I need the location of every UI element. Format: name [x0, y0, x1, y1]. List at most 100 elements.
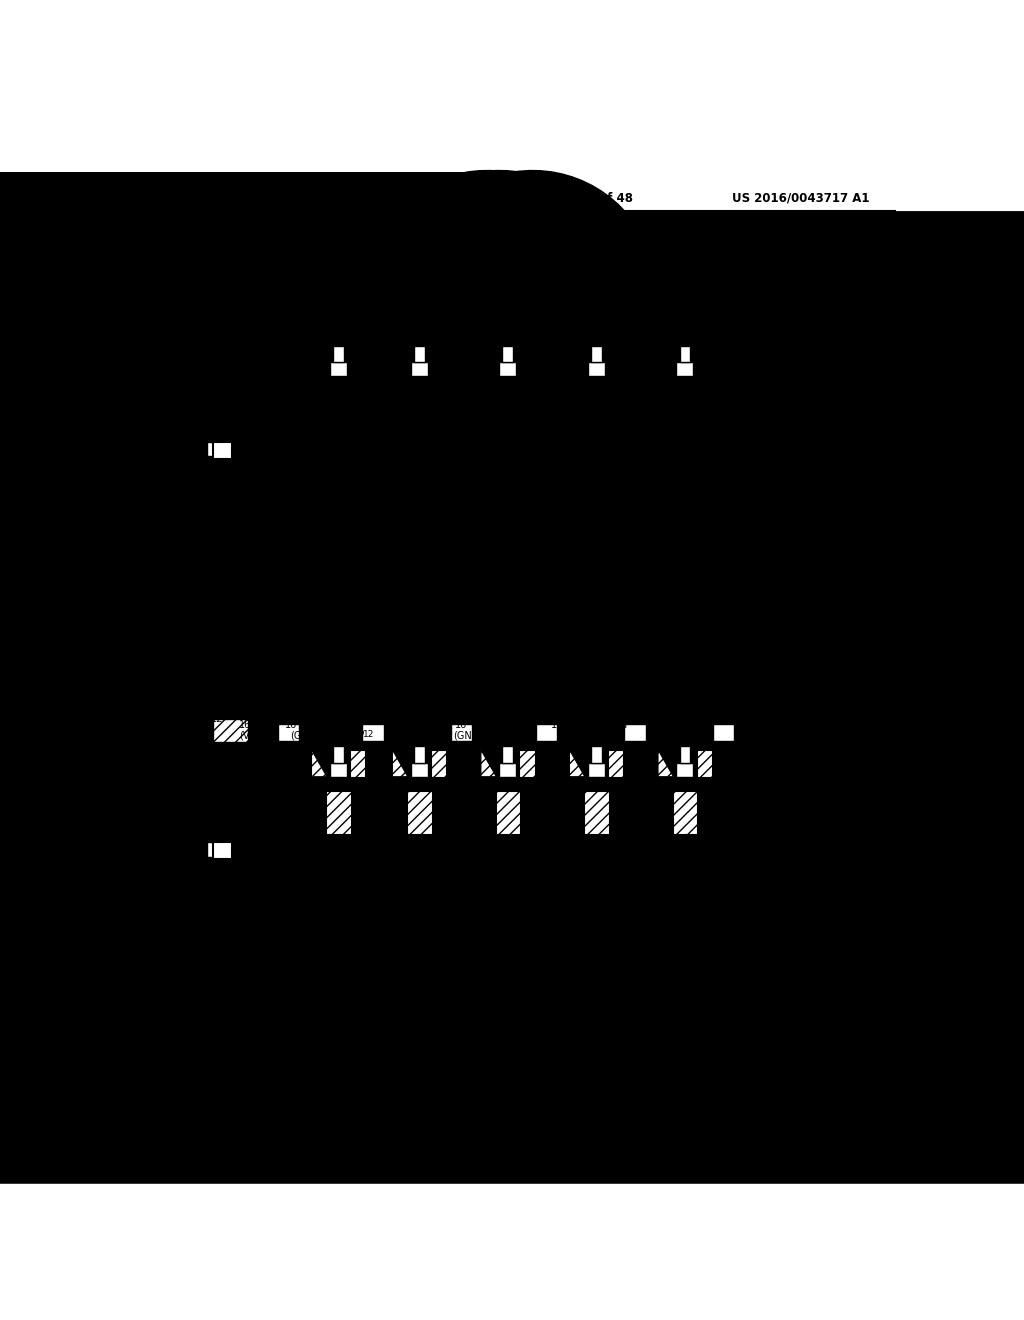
- Text: 12: 12: [338, 710, 350, 721]
- Text: 12: 12: [476, 310, 488, 319]
- Text: 15: 15: [485, 721, 498, 730]
- Text: 12: 12: [293, 710, 305, 721]
- Text: 16: 16: [488, 330, 500, 338]
- Polygon shape: [696, 750, 712, 776]
- Text: (3e): (3e): [498, 916, 518, 925]
- Polygon shape: [431, 750, 446, 776]
- Text: 1a: 1a: [615, 319, 628, 330]
- Text: (Vbp): (Vbp): [240, 330, 266, 341]
- Text: (Vdd): (Vdd): [292, 330, 318, 341]
- Polygon shape: [608, 350, 624, 376]
- Bar: [496, 791, 520, 834]
- Text: 9: 9: [593, 504, 600, 513]
- Text: ARN2: ARN2: [509, 685, 540, 694]
- Text: US 2016/0043717 A1: US 2016/0043717 A1: [732, 191, 869, 205]
- Bar: [414, 346, 425, 363]
- Text: 12: 12: [495, 710, 507, 721]
- Text: 11: 11: [526, 482, 539, 490]
- Bar: [207, 346, 217, 453]
- Text: 16: 16: [240, 721, 252, 730]
- Text: (3e): (3e): [674, 916, 694, 925]
- Text: 2d: 2d: [472, 470, 484, 480]
- Bar: [333, 346, 344, 363]
- Text: QP5: QP5: [522, 492, 543, 502]
- Text: 14: 14: [230, 710, 242, 721]
- Bar: [414, 746, 425, 763]
- Text: 12: 12: [211, 314, 224, 323]
- Text: 16: 16: [286, 319, 298, 330]
- Text: 14: 14: [276, 710, 289, 721]
- Text: 1a: 1a: [615, 721, 628, 730]
- Text: QP5: QP5: [356, 492, 378, 502]
- Text: 1: 1: [304, 870, 310, 880]
- Text: 15: 15: [484, 333, 497, 343]
- Text: 12: 12: [560, 710, 572, 721]
- Text: 2e: 2e: [472, 870, 484, 880]
- Bar: [326, 391, 351, 434]
- Text: 3d: 3d: [567, 470, 580, 480]
- Polygon shape: [569, 350, 585, 376]
- Text: 7: 7: [338, 470, 345, 480]
- Bar: [451, 323, 472, 341]
- Bar: [500, 763, 516, 776]
- Text: 3d: 3d: [513, 470, 525, 480]
- Text: 12: 12: [508, 330, 519, 338]
- Text: 15: 15: [590, 319, 602, 330]
- Text: 12: 12: [541, 710, 553, 721]
- Text: (GND): (GND): [290, 731, 321, 741]
- Text: 11: 11: [538, 480, 550, 491]
- Text: 12: 12: [508, 730, 519, 739]
- Text: 16: 16: [343, 330, 355, 338]
- Bar: [213, 842, 232, 859]
- Polygon shape: [481, 350, 497, 376]
- Text: (3e): (3e): [586, 916, 607, 925]
- Bar: [588, 763, 605, 776]
- Polygon shape: [392, 350, 408, 376]
- Text: 12: 12: [599, 710, 611, 721]
- Text: (3e): (3e): [322, 916, 343, 925]
- Text: 14: 14: [276, 310, 289, 319]
- Text: 7: 7: [414, 870, 420, 880]
- Polygon shape: [608, 750, 624, 776]
- Polygon shape: [658, 750, 674, 776]
- Bar: [411, 363, 428, 376]
- Text: 7: 7: [338, 870, 345, 880]
- Text: 14: 14: [445, 310, 458, 319]
- Bar: [591, 346, 602, 363]
- Polygon shape: [350, 350, 366, 376]
- Text: 3e: 3e: [513, 870, 525, 880]
- Text: ~: ~: [777, 347, 787, 360]
- Text: 15: 15: [243, 702, 255, 713]
- Text: 14: 14: [230, 310, 242, 319]
- Text: 15: 15: [348, 721, 360, 730]
- Bar: [503, 346, 513, 363]
- Text: 11: 11: [339, 880, 351, 891]
- Text: 8a: 8a: [331, 727, 342, 737]
- Text: 15: 15: [551, 721, 563, 730]
- Polygon shape: [311, 350, 327, 376]
- Text: Z: Z: [205, 862, 213, 871]
- Text: 16: 16: [240, 319, 252, 330]
- Text: (3e): (3e): [411, 916, 431, 925]
- Bar: [680, 746, 690, 763]
- Text: FIG. 50: FIG. 50: [371, 264, 430, 281]
- Text: (Vdd): (Vdd): [456, 330, 482, 341]
- Text: 16: 16: [455, 721, 467, 730]
- Text: 12: 12: [293, 310, 305, 319]
- Text: ~: ~: [777, 747, 787, 760]
- Text: 61e: 61e: [219, 685, 238, 694]
- Text: 10: 10: [678, 904, 691, 915]
- Text: 11: 11: [526, 882, 539, 891]
- Text: 12: 12: [362, 730, 374, 739]
- Bar: [536, 725, 557, 742]
- Bar: [625, 725, 646, 742]
- Text: 8a: 8a: [331, 327, 342, 337]
- Text: 11: 11: [355, 482, 367, 490]
- Bar: [362, 323, 384, 341]
- Bar: [213, 719, 248, 742]
- Text: 12: 12: [211, 714, 224, 723]
- Text: Z: Z: [205, 462, 213, 471]
- Text: 4: 4: [267, 470, 273, 480]
- Text: 12: 12: [362, 330, 374, 338]
- Text: 12: 12: [476, 710, 488, 721]
